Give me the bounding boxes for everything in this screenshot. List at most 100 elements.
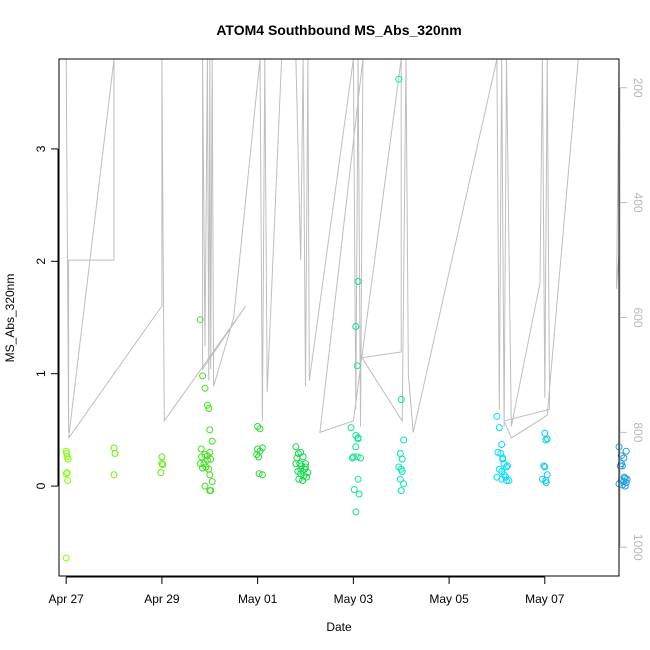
data-point [543, 435, 551, 443]
data-point [206, 448, 214, 456]
data-point [617, 460, 625, 468]
data-point [201, 482, 209, 490]
data-point [295, 475, 303, 483]
data-point [255, 453, 263, 461]
data-point [203, 456, 211, 464]
data-point [208, 478, 216, 486]
data-point [542, 436, 550, 444]
y2-tick-label: 400 [631, 193, 645, 213]
data-point [398, 455, 406, 463]
data-point [354, 434, 362, 442]
data-point [357, 454, 364, 462]
data-point [350, 486, 358, 493]
y-tick-label: 3 [34, 145, 48, 152]
data-point [503, 463, 510, 471]
data-point [397, 487, 405, 495]
data-point [303, 473, 310, 481]
data-point [110, 444, 118, 452]
y2-tick-label: 800 [631, 422, 645, 442]
data-point [503, 477, 510, 484]
data-point [540, 462, 548, 470]
data-point [206, 471, 214, 479]
y-tick-label: 1 [34, 370, 48, 377]
data-point [353, 453, 361, 461]
y-tick-label: 2 [34, 258, 48, 265]
data-point [62, 554, 70, 562]
data-point [541, 463, 549, 471]
chart-title: ATOM4 Southbound MS_Abs_320nm [216, 22, 461, 38]
y-tick-label: 0 [34, 482, 48, 489]
data-point [542, 479, 550, 487]
data-point [292, 460, 300, 468]
data-point [199, 372, 207, 380]
data-point [64, 477, 72, 484]
data-point [352, 323, 360, 330]
data-point [63, 469, 71, 477]
data-point [395, 463, 403, 471]
data-point [208, 437, 216, 445]
data-point [62, 470, 70, 478]
data-point [255, 470, 263, 478]
data-point [352, 508, 360, 516]
data-point [258, 471, 266, 479]
data-point [398, 468, 406, 475]
data-point [498, 441, 506, 448]
data-point [396, 475, 404, 483]
data-point [352, 443, 360, 451]
data-point [354, 278, 362, 285]
data-point [206, 426, 214, 434]
x-tick-label: May 01 [238, 592, 278, 606]
data-point [256, 425, 264, 433]
data-point [347, 424, 355, 432]
plot-frame [58, 58, 620, 577]
secondary-track-line [65, 58, 620, 439]
data-point [397, 396, 405, 403]
data-points-layer [62, 75, 631, 562]
data-point [353, 362, 361, 370]
data-point [617, 452, 625, 460]
data-point [159, 461, 167, 469]
data-point [538, 475, 546, 483]
data-point [400, 436, 408, 444]
data-point [620, 473, 628, 481]
data-point [158, 460, 166, 468]
data-point [111, 450, 119, 457]
data-point [157, 469, 165, 477]
data-point [197, 445, 205, 453]
data-point [254, 423, 262, 430]
data-point [205, 405, 213, 412]
data-point [499, 454, 507, 462]
data-point [206, 487, 214, 495]
secondary-y-axis: 200 400 600 800 1000 [619, 78, 645, 561]
y2-tick-label: 1000 [631, 534, 645, 561]
data-point [493, 412, 501, 420]
data-point [253, 451, 261, 459]
y2-tick-label: 200 [631, 78, 645, 98]
data-point [198, 453, 206, 461]
y-axis-label: MS_Abs_320nm [3, 274, 17, 363]
data-point [354, 475, 362, 483]
x-tick-label: May 07 [525, 592, 565, 606]
data-point [299, 477, 307, 484]
data-point [504, 462, 511, 470]
data-point [201, 384, 209, 392]
data-point [292, 443, 300, 451]
data-point [620, 454, 628, 462]
data-point [207, 455, 215, 463]
data-point [498, 475, 506, 483]
data-point [196, 316, 204, 324]
data-point [203, 401, 211, 409]
data-point [348, 454, 356, 462]
data-point [158, 453, 166, 461]
data-point [110, 471, 118, 479]
data-point [63, 450, 71, 457]
x-tick-label: May 05 [429, 592, 469, 606]
y2-tick-label: 600 [631, 307, 645, 327]
data-point [543, 471, 551, 479]
x-tick-label: May 03 [334, 592, 374, 606]
data-point [495, 424, 503, 432]
data-point [395, 75, 403, 83]
data-point [622, 447, 630, 455]
data-point [396, 450, 404, 457]
